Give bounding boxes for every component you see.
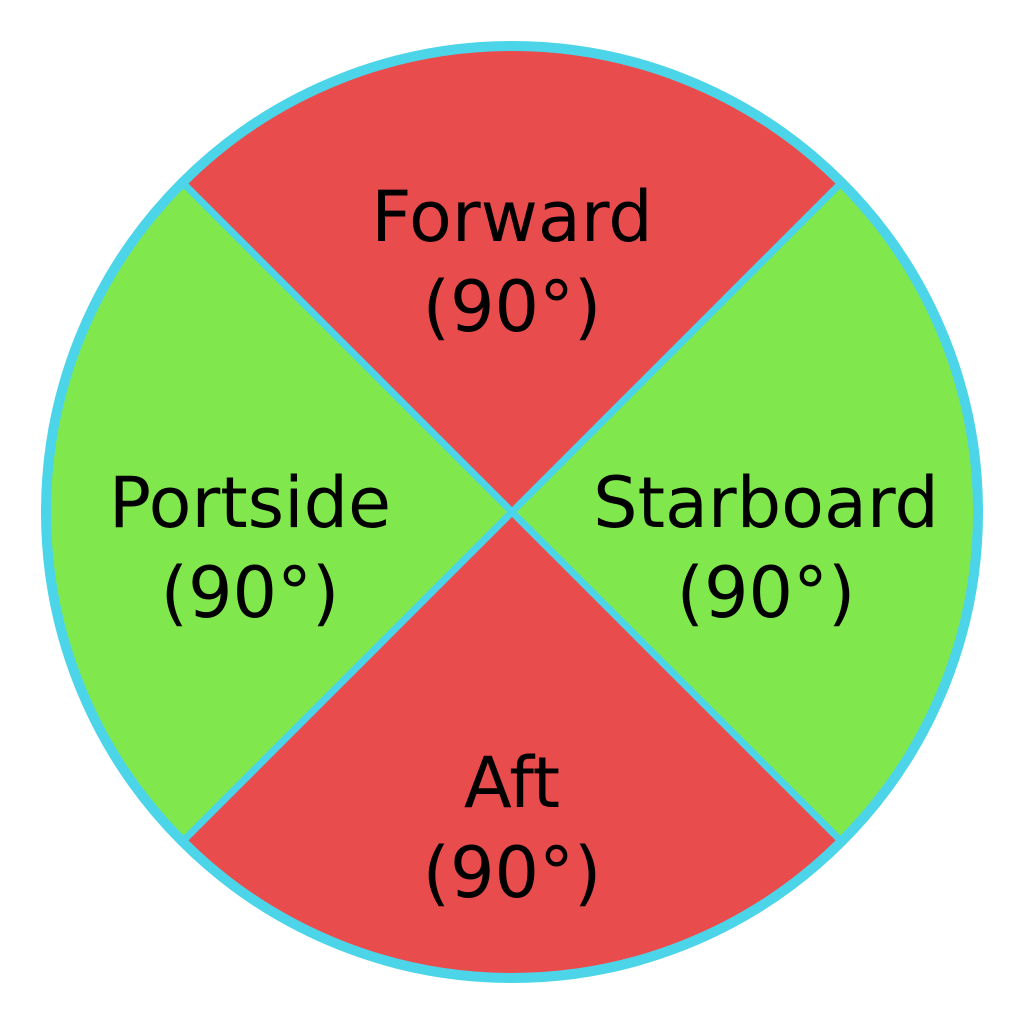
- aft-angle: (90°): [422, 832, 602, 914]
- aft-name: Aft: [463, 742, 561, 824]
- sector-portside: [49, 185, 512, 839]
- starboard-name: Starboard: [593, 462, 939, 544]
- forward-angle: (90°): [422, 266, 602, 348]
- portside-label: Portside (90°): [50, 458, 450, 638]
- portside-name: Portside: [108, 462, 392, 544]
- sector-starboard: [512, 185, 975, 839]
- sector-forward: [185, 49, 839, 513]
- portside-angle: (90°): [160, 552, 340, 634]
- aft-label: Aft (90°): [312, 738, 712, 918]
- circle-outline: [41, 41, 983, 983]
- sector-aft: [185, 512, 839, 975]
- starboard-label: Starboard (90°): [566, 458, 966, 638]
- forward-label: Forward (90°): [312, 172, 712, 352]
- divider-line-ne-sw: [182, 182, 842, 842]
- starboard-angle: (90°): [676, 552, 856, 634]
- forward-name: Forward: [371, 176, 653, 258]
